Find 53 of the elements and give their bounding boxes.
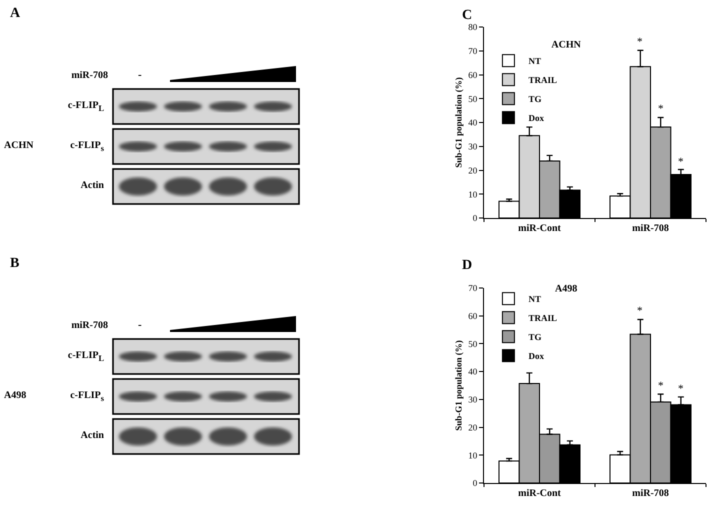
y-tick-label: 80 (468, 22, 478, 32)
data-label: * (637, 305, 642, 317)
y-tick-label: 10 (468, 189, 478, 200)
data-label: * (678, 156, 684, 168)
y-tick-label: 30 (468, 394, 478, 405)
chart-title: A498 (555, 284, 578, 294)
y-tick-label: 40 (468, 366, 478, 377)
y-tick-label: 40 (468, 118, 478, 128)
y-tick-label: 60 (468, 70, 478, 80)
y-tick-label: 20 (468, 422, 478, 432)
category-label: c-FLIP$_{L}$ (68, 350, 104, 363)
text: A (10, 6, 20, 22)
y-tick-label: 10 (468, 450, 478, 460)
legend-label: TRAIL (528, 75, 557, 86)
legend-label: Dox (528, 113, 544, 124)
y-tick-label: 70 (468, 46, 478, 56)
y-axis-title: Sub-G1 population (%) (454, 340, 464, 431)
y-tick-label: 70 (468, 283, 478, 294)
y-axis-title: Sub-G1 population (%) (454, 77, 464, 168)
legend-label: TRAIL (528, 313, 557, 324)
legend-label: NT (528, 56, 541, 66)
category-label: Actin (80, 430, 104, 440)
data-label: * (658, 103, 664, 115)
category-label: c-FLIP$_{L}$ (68, 100, 104, 113)
category-label: c-FLIP$_{s}$ (70, 140, 104, 153)
text: D (462, 258, 472, 273)
legend-label: TG (528, 332, 542, 342)
y-tick-label: 20 (468, 165, 478, 176)
y-tick-label: 60 (468, 311, 478, 322)
text: C (462, 8, 472, 23)
x-tick-label: miR-Cont (518, 488, 562, 499)
text: miR-708 (71, 320, 108, 331)
y-tick-label: 30 (468, 142, 478, 152)
y-tick-label: 0 (472, 213, 478, 224)
legend-label: TG (528, 94, 542, 104)
y-tick-label: 0 (472, 478, 478, 488)
y-tick-label: 50 (468, 94, 478, 104)
legend-label: Dox (528, 351, 544, 362)
text: B (10, 256, 20, 272)
category-label: Actin (80, 180, 104, 190)
category-label: c-FLIP$_{s}$ (70, 390, 104, 403)
data-label: * (658, 380, 664, 392)
data-label: * (637, 36, 642, 48)
text: ACHN (4, 140, 34, 151)
y-tick-label: 50 (468, 338, 478, 349)
text: - (138, 319, 142, 332)
text: ACHN (551, 40, 582, 51)
data-label: * (678, 383, 684, 395)
x-tick-label: miR-Cont (518, 223, 562, 234)
text: A498 (4, 390, 26, 401)
text: - (138, 69, 142, 82)
text: miR-708 (71, 70, 108, 81)
legend-label: NT (528, 294, 541, 304)
